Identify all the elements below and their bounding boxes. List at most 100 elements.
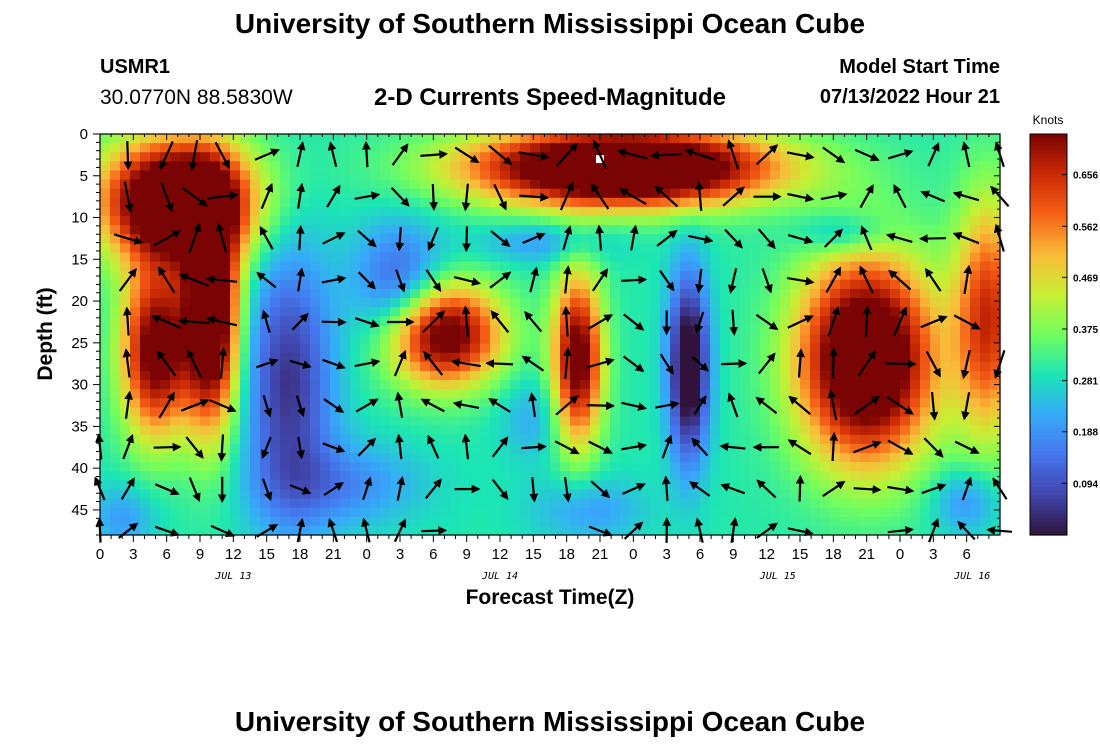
heat-cell (240, 352, 251, 363)
heat-cell (430, 270, 441, 281)
heat-cell (530, 225, 541, 235)
heat-cell (530, 452, 541, 463)
heat-cell (370, 243, 381, 254)
heat-cell (200, 407, 211, 418)
heat-cell (710, 298, 721, 308)
heat-cell (850, 343, 861, 354)
heat-cell (260, 134, 271, 144)
heat-cell (840, 316, 851, 326)
heat-cell (570, 407, 581, 418)
colorbar-segment (1030, 330, 1067, 336)
current-arrow (629, 224, 639, 251)
heat-cell (720, 152, 731, 162)
heat-cell (120, 288, 131, 299)
current-arrow (788, 395, 812, 415)
heat-cell (390, 398, 401, 409)
heat-cell (550, 279, 561, 290)
heat-cell (550, 307, 561, 317)
heat-cell (920, 243, 931, 254)
heat-cell (410, 416, 421, 427)
heat-cell (710, 380, 721, 390)
heat-cell (110, 471, 121, 481)
heat-cell (630, 462, 641, 472)
heat-cell (680, 234, 691, 244)
colorbar-segment (1030, 326, 1067, 332)
heat-cell (500, 243, 511, 254)
heat-cell (920, 389, 931, 399)
heat-cell (510, 334, 521, 345)
heat-cell (340, 307, 351, 317)
heat-cell (670, 243, 681, 254)
heat-cell (740, 398, 751, 409)
heat-cell (430, 161, 441, 172)
heat-cell (550, 188, 561, 199)
heat-cell (620, 507, 631, 518)
heat-cell (590, 216, 601, 226)
heat-cell (370, 343, 381, 354)
colorbar-segment (1030, 462, 1067, 468)
heat-cell (840, 352, 851, 363)
current-arrow (691, 356, 709, 372)
heat-cell (540, 143, 551, 153)
heat-cell (950, 498, 961, 509)
heat-cell (790, 279, 801, 290)
heat-cell (430, 179, 441, 190)
colorbar-segment (1030, 334, 1067, 340)
heat-cell (950, 471, 961, 481)
heat-cell (210, 325, 221, 336)
heat-cell (990, 197, 1001, 208)
heat-cell (650, 279, 661, 290)
heat-cell (350, 234, 361, 244)
heat-cell (910, 443, 921, 454)
heat-cell (460, 507, 471, 518)
heat-cell (230, 288, 241, 299)
heat-cell (660, 152, 671, 162)
heat-cell (890, 443, 901, 454)
heat-cell (170, 225, 181, 235)
heat-cell (820, 407, 831, 418)
colorbar-tick-label: 0.656 (1073, 171, 1098, 182)
heat-cell (850, 489, 861, 500)
heat-cell (130, 197, 141, 208)
heat-cell (510, 352, 521, 363)
heat-cell (170, 143, 181, 153)
heat-cell (530, 170, 541, 181)
heat-cell (350, 188, 361, 199)
heat-cell (730, 443, 741, 454)
heat-cell (400, 234, 411, 244)
heat-cell (230, 525, 241, 536)
heat-cell (520, 270, 531, 281)
heat-cell (680, 525, 691, 536)
heat-cell (560, 288, 571, 299)
heat-cell (860, 434, 871, 445)
heat-cell (190, 197, 201, 208)
heat-cell (980, 188, 991, 199)
heat-cell (560, 443, 571, 454)
heat-cell (200, 325, 211, 336)
heat-cell (300, 443, 311, 454)
heat-cell (690, 288, 701, 299)
heat-cell (640, 288, 651, 299)
heat-cell (690, 216, 701, 226)
heat-cell (780, 398, 791, 409)
heat-cell (940, 288, 951, 299)
heat-cell (410, 380, 421, 390)
heat-cell (470, 143, 481, 153)
colorbar-segment (1030, 202, 1067, 207)
heat-cell (280, 316, 291, 326)
heat-cell (330, 325, 341, 336)
heat-cell (390, 234, 401, 244)
heat-cell (310, 425, 321, 436)
heat-cell (650, 471, 661, 481)
heat-cell (810, 161, 821, 172)
heat-cell (290, 452, 301, 463)
heat-cell (950, 334, 961, 345)
heat-cell (820, 161, 831, 172)
heat-cell (400, 416, 411, 427)
heat-cell (940, 143, 951, 153)
heat-cell (300, 234, 311, 244)
heat-cell (250, 143, 261, 153)
heat-cell (710, 370, 721, 381)
heat-cell (220, 170, 231, 181)
heat-cell (600, 352, 611, 363)
